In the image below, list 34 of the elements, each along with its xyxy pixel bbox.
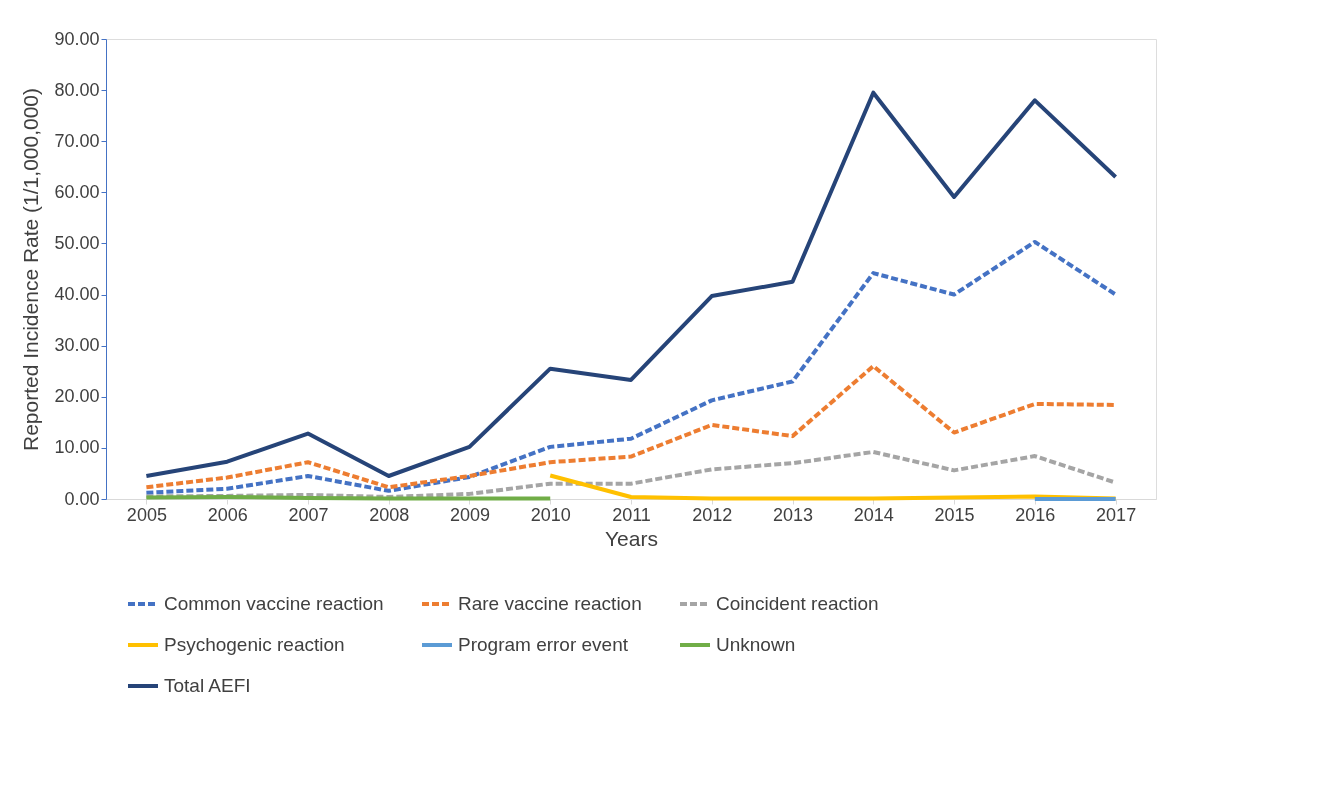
x-tick-label: 2015 <box>934 504 975 525</box>
x-tick-label: 2013 <box>773 504 814 525</box>
legend-label: Coincident reaction <box>716 593 879 614</box>
y-tick-label: 60.00 <box>54 181 100 202</box>
legend-label: Rare vaccine reaction <box>458 593 642 614</box>
y-tick-label: 80.00 <box>54 79 100 100</box>
y-tick-label: 50.00 <box>54 232 100 253</box>
x-tick-label: 2014 <box>853 504 894 525</box>
x-tick-label: 2011 <box>612 504 651 525</box>
legend-label: Psychogenic reaction <box>164 634 345 655</box>
x-tick-label: 2007 <box>288 504 329 525</box>
y-tick-label: 20.00 <box>54 386 100 407</box>
legend-label: Unknown <box>716 634 796 655</box>
line-series <box>144 90 1118 478</box>
y-tick-label: 10.00 <box>54 437 100 458</box>
y-tick-label: 70.00 <box>54 130 100 151</box>
x-tick-label: 2009 <box>449 504 490 525</box>
y-axis-title: Reported Incidence Rate (1/1,000,000) <box>19 87 43 452</box>
x-tick-label: 2016 <box>1015 504 1056 525</box>
x-axis-title: Years <box>605 526 658 550</box>
x-tick-label: 2008 <box>369 504 410 525</box>
legend-label: Program error event <box>458 634 629 655</box>
x-tick-label: 2017 <box>1096 504 1137 525</box>
y-tick-label: 30.00 <box>54 335 100 356</box>
y-tick-label: 0.00 <box>64 488 100 509</box>
x-tick-label: 2012 <box>692 504 733 525</box>
legend-label: Total AEFI <box>164 675 251 696</box>
y-tick-label: 90.00 <box>54 28 100 49</box>
x-tick-label: 2010 <box>530 504 571 525</box>
y-tick-label: 40.00 <box>54 284 100 305</box>
x-tick-label: 2006 <box>207 504 248 525</box>
x-tick-label: 2005 <box>126 504 167 525</box>
legend-label: Common vaccine reaction <box>164 593 384 614</box>
line-series <box>144 239 1118 495</box>
